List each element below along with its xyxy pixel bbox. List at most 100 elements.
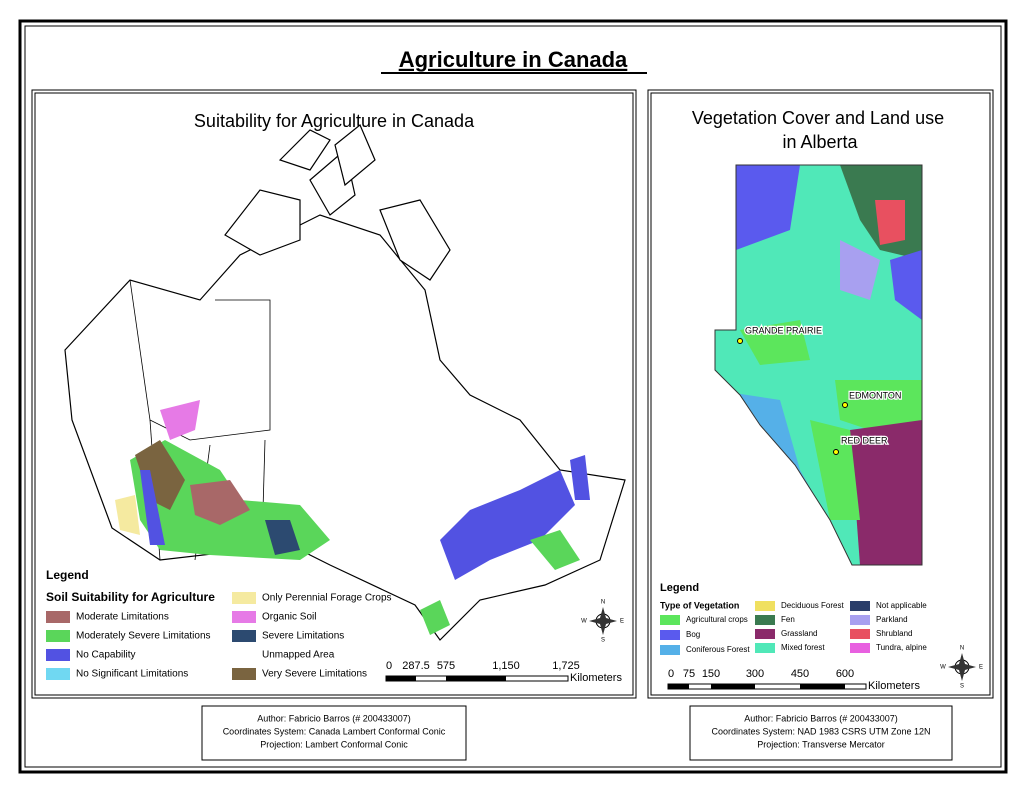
right-panel [647, 89, 994, 699]
legend-label: Very Severe Limitations [262, 669, 367, 680]
city-label: RED DEER [841, 435, 888, 445]
credit-line: Projection: Lambert Conformal Conic [260, 739, 408, 749]
city-point [842, 402, 848, 408]
legend-subheading: Type of Vegetation [660, 600, 739, 610]
legend-swatch [850, 629, 870, 639]
legend-label: Tundra, alpine [876, 643, 927, 652]
legend-swatch [755, 643, 775, 653]
legend-items: Moderate Limitations Moderately Severe Li… [46, 592, 392, 680]
scale-label: 575 [437, 660, 455, 672]
legend-label: Coniferous Forest [686, 645, 750, 654]
legend-swatch [232, 611, 256, 623]
right-map-title: Vegetation Cover and Land use [692, 108, 944, 128]
legend-label: Bog [686, 630, 700, 639]
scale-label: 0 [668, 668, 674, 680]
scale-unit: Kilometers [570, 672, 622, 684]
legend-label: Organic Soil [262, 612, 316, 623]
inner-frame [24, 25, 1002, 768]
credit-line: Author: Fabricio Barros (# 200433007) [744, 713, 898, 723]
credit-line: Coordinates System: Canada Lambert Confo… [223, 726, 446, 736]
legend-label: Grassland [781, 629, 817, 638]
left-map-title: Suitability for Agriculture in Canada [194, 111, 475, 131]
legend-swatch [660, 630, 680, 640]
patch [115, 495, 140, 535]
legend-label: Shrubland [876, 629, 912, 638]
right-map-title: in Alberta [782, 132, 858, 152]
patch [835, 380, 922, 430]
legend-swatch [755, 615, 775, 625]
compass-letter: E [979, 665, 983, 671]
patch [875, 200, 905, 245]
legend-label: Severe Limitations [262, 631, 344, 642]
legend-items: Agricultural crops Bog Coniferous Forest De… [660, 601, 927, 655]
legend-swatch [46, 611, 70, 623]
scale-label: 600 [836, 668, 854, 680]
legend-label: Fen [781, 615, 795, 624]
city-label: GRANDE PRAIRIE [745, 325, 822, 335]
scale-label: 0 [386, 660, 392, 672]
legend-swatch [850, 615, 870, 625]
compass-star [948, 653, 976, 681]
compass: N E S W [581, 600, 624, 644]
compass-letter: W [581, 619, 587, 625]
cities: GRANDE PRAIRIE EDMONTON RED DEER [737, 324, 903, 455]
patch [190, 480, 250, 525]
city-point [833, 449, 839, 455]
compass: N E S W [940, 646, 983, 690]
right-legend: Legend Type of Vegetation Agricultural c… [660, 582, 927, 655]
patch [160, 400, 200, 440]
legend-swatch [46, 649, 70, 661]
legend-swatch [232, 592, 256, 604]
patch [840, 240, 880, 300]
compass-letter: N [601, 600, 605, 606]
scale-label: 1,725 [552, 660, 580, 672]
island [278, 129, 331, 171]
island [334, 124, 376, 187]
patch [140, 470, 165, 545]
city-point [737, 338, 743, 344]
legend-label: Moderate Limitations [76, 612, 169, 623]
scale-bar-segment [711, 684, 755, 689]
legend-label: Agricultural crops [686, 615, 748, 624]
scale-label: 75 [683, 668, 695, 680]
scale-label: 300 [746, 668, 764, 680]
scale-label: 450 [791, 668, 809, 680]
patch [850, 420, 922, 565]
patch [265, 520, 300, 555]
left-panel-inner [34, 92, 634, 696]
patch [810, 420, 860, 520]
legend-label: Parkland [876, 615, 908, 624]
left-legend: Legend Soil Suitability for Agriculture … [46, 568, 392, 680]
left-panel [31, 89, 637, 699]
right-panel-inner [650, 92, 991, 696]
legend-swatch [46, 668, 70, 680]
scale-label: 150 [702, 668, 720, 680]
credit-box [689, 705, 953, 761]
scale-label: 1,150 [492, 660, 520, 672]
patch [740, 320, 810, 365]
scale-bar: 0 75 150 300 450 600 Kilometers [667, 668, 920, 692]
credit-box [201, 705, 467, 761]
scale-bar-segment [386, 676, 416, 681]
patch [736, 165, 800, 250]
credit-line: Coordinates System: NAD 1983 CSRS UTM Zo… [711, 726, 930, 736]
patch [890, 250, 922, 320]
legend-swatch [850, 601, 870, 611]
legend-label: Deciduous Forest [781, 601, 844, 610]
patch [420, 600, 450, 635]
legend-swatch [755, 629, 775, 639]
legend-label: Not applicable [876, 601, 927, 610]
legend-heading: Legend [46, 568, 89, 582]
page-title: Agriculture in Canada [399, 47, 628, 72]
credit-line: Projection: Transverse Mercator [757, 739, 885, 749]
legend-label: No Capability [76, 650, 135, 661]
compass-letter: S [960, 684, 964, 690]
soil-patches [115, 400, 590, 635]
city-label: EDMONTON [849, 390, 901, 400]
legend-swatch [660, 615, 680, 625]
legend-heading: Legend [660, 582, 699, 594]
scale-bar-segment [446, 676, 506, 681]
legend-swatch [46, 630, 70, 642]
